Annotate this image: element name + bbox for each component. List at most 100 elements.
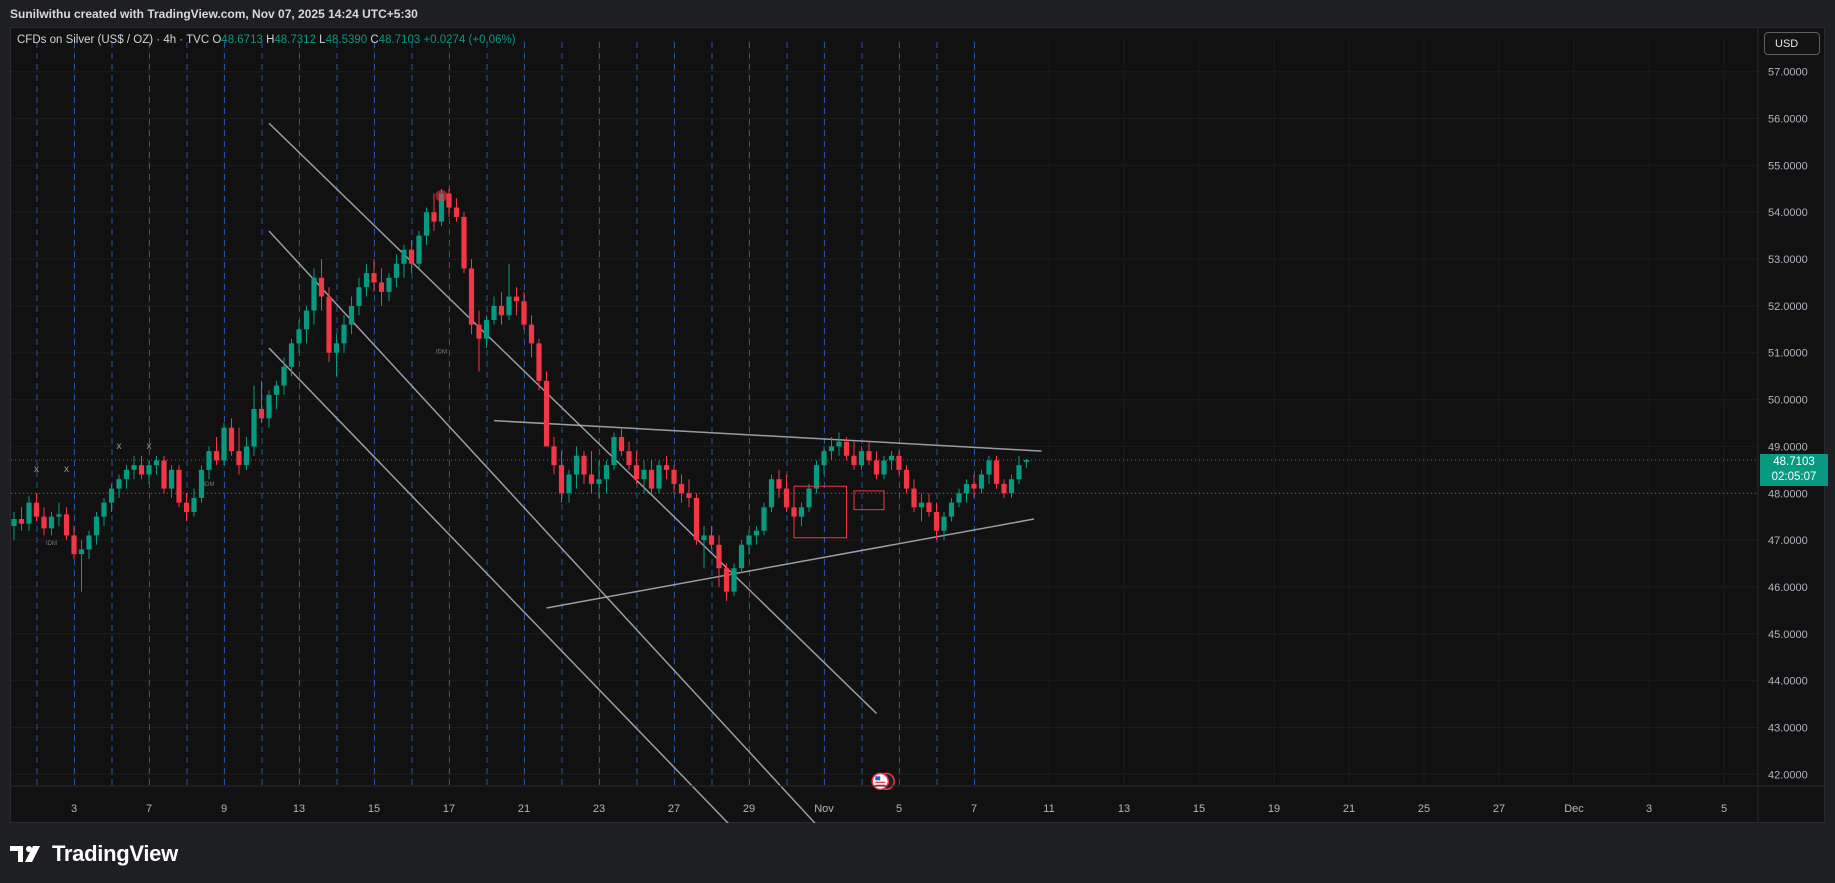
- candle-body: [461, 216, 467, 269]
- candle-body: [408, 249, 415, 264]
- x-tick-label: 15: [1193, 803, 1205, 815]
- liquidity-marker: x: [147, 441, 152, 452]
- candle-body: [18, 519, 25, 524]
- symbol-legend: CFDs on Silver (US$ / OZ) · 4h · TVC O48…: [17, 34, 516, 46]
- candle-body: [363, 273, 370, 288]
- idm-label: IDM: [204, 482, 215, 488]
- candle-body: [146, 465, 152, 475]
- candle-body: [431, 212, 437, 222]
- trend-line[interactable]: [546, 518, 1035, 609]
- candle-body: [558, 465, 565, 494]
- tradingview-wordmark: TradingView: [52, 841, 178, 866]
- candle-body: [311, 277, 317, 311]
- trend-line[interactable]: [268, 122, 878, 714]
- y-tick-label: 49.0000: [1768, 441, 1808, 453]
- x-tick-label: 21: [518, 803, 530, 815]
- candle-body: [881, 460, 887, 475]
- order-block-box[interactable]: [853, 490, 885, 511]
- candle-body: [213, 451, 220, 461]
- candle-body: [746, 535, 752, 545]
- trend-line[interactable]: [493, 419, 1042, 452]
- candle-body: [813, 465, 820, 489]
- price-chart[interactable]: 42.0000 43.0000 44.0000 45.0000 46.0000 47.00…: [0, 0, 1835, 823]
- trend-line[interactable]: [268, 230, 839, 823]
- us-flag-icon[interactable]: [871, 772, 889, 791]
- candle-body: [41, 516, 47, 529]
- currency-button[interactable]: USD: [1764, 32, 1820, 55]
- candle-body: [903, 469, 910, 489]
- candle-body: [866, 451, 872, 461]
- candle-body: [333, 343, 340, 353]
- candle-body: [453, 207, 460, 217]
- y-tick-label: 52.0000: [1768, 301, 1808, 313]
- y-tick-label: 45.0000: [1768, 629, 1808, 641]
- candle-body: [281, 366, 287, 386]
- flag-canton: [875, 776, 881, 781]
- y-tick-label: 43.0000: [1768, 722, 1808, 734]
- candle-body: [888, 455, 895, 461]
- candle-body: [851, 455, 857, 466]
- y-tick-label: 57.0000: [1768, 67, 1808, 79]
- candle-body: [761, 507, 767, 531]
- ohlc-open: O48.6713: [212, 34, 263, 46]
- candle-body: [738, 544, 745, 569]
- candle-body: [468, 268, 475, 325]
- candle-body: [986, 460, 992, 475]
- candle-body: [258, 408, 265, 419]
- candle-body: [386, 277, 392, 292]
- candle-body: [603, 465, 610, 480]
- order-block-box[interactable]: [793, 485, 847, 539]
- candle-body: [641, 469, 647, 480]
- candle-body: [123, 469, 130, 480]
- candle-body: [483, 319, 490, 339]
- candle-body: [183, 502, 190, 512]
- candle-body: [821, 451, 827, 466]
- candle-body: [513, 296, 520, 302]
- candle-body: [716, 544, 722, 569]
- tradingview-logo[interactable]: TradingView: [10, 840, 178, 868]
- candle-body: [93, 516, 100, 536]
- x-tick-label: 13: [1118, 803, 1130, 815]
- x-tick-label: 17: [443, 803, 455, 815]
- candle-body: [633, 465, 640, 480]
- candle-body: [978, 474, 985, 489]
- x-tick-label: 7: [146, 803, 152, 815]
- candle-body: [198, 469, 205, 498]
- candle-body: [393, 263, 400, 278]
- candle-body: [896, 455, 902, 470]
- x-tick-label: 15: [368, 803, 380, 815]
- candle-body: [228, 427, 235, 452]
- x-tick-label: 23: [593, 803, 605, 815]
- candle-body: [911, 488, 917, 508]
- candle-body: [191, 497, 197, 512]
- candle-body: [656, 465, 662, 489]
- candle-body: [78, 549, 85, 555]
- trend-line[interactable]: [268, 347, 794, 823]
- candle-body: [843, 441, 850, 456]
- candle-body: [26, 502, 32, 524]
- symbol-title[interactable]: CFDs on Silver (US$ / OZ) · 4h · TVC: [17, 34, 210, 46]
- candle-body: [963, 483, 970, 494]
- candle-body: [221, 427, 227, 461]
- x-tick-label: 19: [1268, 803, 1280, 815]
- candle-body: [326, 296, 332, 353]
- candle-body: [753, 530, 760, 536]
- footer-bar: [0, 823, 1835, 883]
- candle-body: [498, 305, 505, 316]
- ohlc-high: H48.7312: [266, 34, 316, 46]
- candle-body: [131, 465, 137, 470]
- y-tick-label: 42.0000: [1768, 769, 1808, 781]
- candle-body: [168, 469, 175, 489]
- candle-body: [63, 514, 70, 536]
- candle-body: [948, 502, 955, 517]
- x-tick-label: 3: [71, 803, 77, 815]
- candle-body: [536, 343, 542, 381]
- candle-body: [648, 469, 655, 489]
- price-change: +0.0274 (+0.06%): [423, 34, 516, 46]
- candle-body: [693, 497, 700, 541]
- candle-body: [768, 479, 775, 508]
- candle-body: [161, 460, 167, 489]
- candle-body: [423, 212, 430, 236]
- candle-body: [318, 277, 325, 297]
- x-tick-label: 5: [896, 803, 902, 815]
